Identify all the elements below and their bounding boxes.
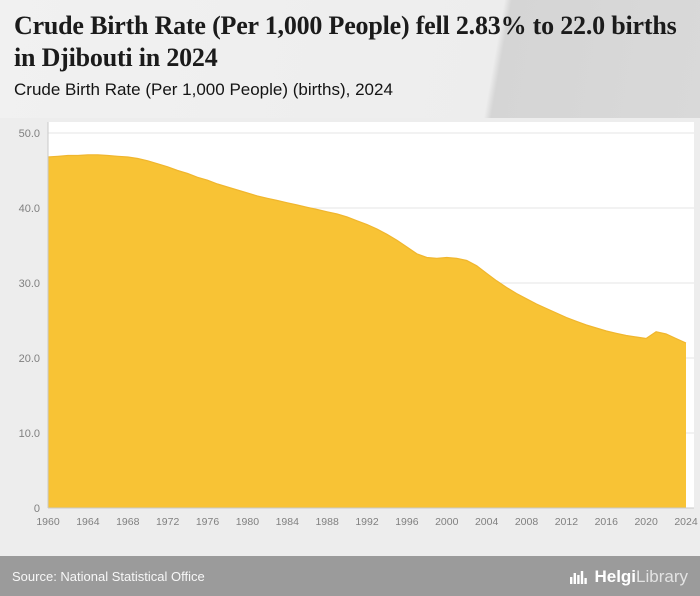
logo-helgi: Helgi	[594, 566, 637, 586]
x-tick-label: 1964	[76, 516, 100, 528]
footer: Source: National Statistical Office Helg…	[0, 556, 700, 596]
y-tick-label: 30.0	[19, 278, 40, 290]
logo-text: HelgiLibrary	[594, 568, 688, 585]
y-tick-label: 20.0	[19, 353, 40, 365]
x-tick-label: 2000	[435, 516, 459, 528]
logo-library: Library	[636, 566, 688, 586]
chart-area: 0 10.0 20.0 30.0 40.0 50.0 1960 1964 1968 1972 197…	[0, 118, 700, 556]
helgi-library-logo: HelgiLibrary	[570, 568, 688, 585]
x-tick-label: 1996	[395, 516, 419, 528]
x-tick-label: 2024	[674, 516, 698, 528]
x-tick-label: 1992	[355, 516, 379, 528]
x-tick-label: 1968	[116, 516, 140, 528]
y-tick-label: 10.0	[19, 428, 40, 440]
chart-subtitle: Crude Birth Rate (Per 1,000 People) (bir…	[14, 80, 393, 100]
y-tick-label: 0	[34, 503, 40, 515]
y-tick-label: 40.0	[19, 203, 40, 215]
header: Crude Birth Rate (Per 1,000 People) fell…	[0, 0, 700, 118]
x-tick-label: 2008	[515, 516, 539, 528]
x-tick-label: 1980	[236, 516, 260, 528]
y-tick-label: 50.0	[19, 128, 40, 140]
x-tick-label: 1976	[196, 516, 220, 528]
x-tick-label: 1972	[156, 516, 180, 528]
chart-title: Crude Birth Rate (Per 1,000 People) fell…	[14, 11, 677, 72]
x-tick-label: 2020	[634, 516, 658, 528]
bar-chart-icon	[570, 570, 588, 584]
area-edge	[47, 154, 687, 344]
x-tick-label: 1988	[315, 516, 339, 528]
area-series	[48, 154, 686, 509]
x-tick-label: 2016	[595, 516, 619, 528]
x-tick-label: 2012	[555, 516, 579, 528]
area-chart: 0 10.0 20.0 30.0 40.0 50.0 1960 1964 1968 1972 197…	[19, 122, 698, 528]
x-tick-label: 2004	[475, 516, 499, 528]
source-text: Source: National Statistical Office	[12, 568, 205, 584]
x-tick-label: 1960	[36, 516, 60, 528]
x-tick-label: 1984	[276, 516, 300, 528]
